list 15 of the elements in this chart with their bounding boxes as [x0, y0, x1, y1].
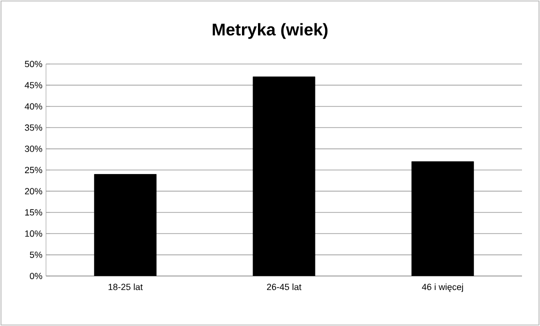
y-tick-label: 40% — [24, 103, 42, 110]
x-tick-label: 26-45 lat — [267, 284, 302, 290]
y-tick-label: 50% — [24, 60, 42, 68]
y-tick-label: 25% — [24, 166, 42, 174]
y-tick-label: 5% — [30, 252, 42, 258]
y-tick-label: 30% — [24, 146, 42, 152]
y-tick-label: 10% — [25, 230, 42, 237]
chart-title: Metryka (wiek) — [212, 23, 328, 39]
x-tick-label: 46 i więcej — [422, 284, 463, 292]
x-tick-label: 18-25 lat — [108, 284, 143, 290]
y-tick-label: 0% — [30, 272, 42, 280]
y-tick-label: 15% — [25, 209, 42, 216]
y-tick-label: 35% — [24, 124, 42, 131]
y-tick-label: 20% — [24, 188, 42, 194]
y-tick-label: 45% — [24, 82, 42, 88]
